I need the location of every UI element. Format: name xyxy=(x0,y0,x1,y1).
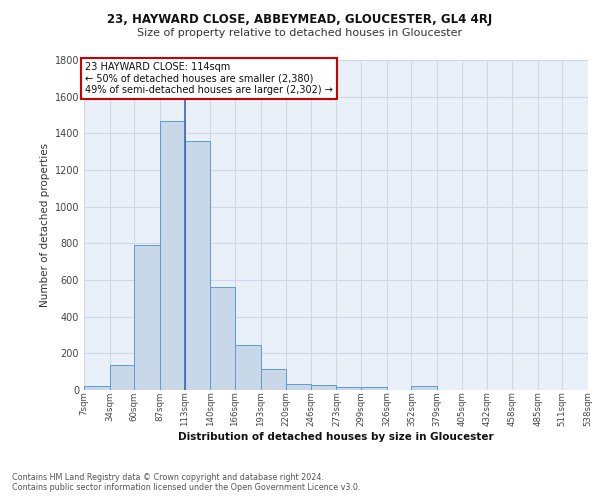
Bar xyxy=(286,384,311,390)
Bar xyxy=(412,386,437,390)
Text: Size of property relative to detached houses in Gloucester: Size of property relative to detached ho… xyxy=(137,28,463,38)
Text: Contains public sector information licensed under the Open Government Licence v3: Contains public sector information licen… xyxy=(12,484,361,492)
Bar xyxy=(84,386,110,390)
Bar xyxy=(337,387,361,390)
Text: Distribution of detached houses by size in Gloucester: Distribution of detached houses by size … xyxy=(178,432,494,442)
Text: Contains HM Land Registry data © Crown copyright and database right 2024.: Contains HM Land Registry data © Crown c… xyxy=(12,472,324,482)
Text: 23 HAYWARD CLOSE: 114sqm
← 50% of detached houses are smaller (2,380)
49% of sem: 23 HAYWARD CLOSE: 114sqm ← 50% of detach… xyxy=(85,62,333,95)
Bar xyxy=(210,288,235,390)
Bar xyxy=(361,387,387,390)
Bar xyxy=(260,370,286,390)
Bar xyxy=(134,245,160,390)
Bar xyxy=(235,344,260,390)
Bar xyxy=(311,386,337,390)
Bar xyxy=(110,365,134,390)
Text: 23, HAYWARD CLOSE, ABBEYMEAD, GLOUCESTER, GL4 4RJ: 23, HAYWARD CLOSE, ABBEYMEAD, GLOUCESTER… xyxy=(107,12,493,26)
Bar xyxy=(185,140,210,390)
Y-axis label: Number of detached properties: Number of detached properties xyxy=(40,143,50,307)
Bar xyxy=(160,120,185,390)
